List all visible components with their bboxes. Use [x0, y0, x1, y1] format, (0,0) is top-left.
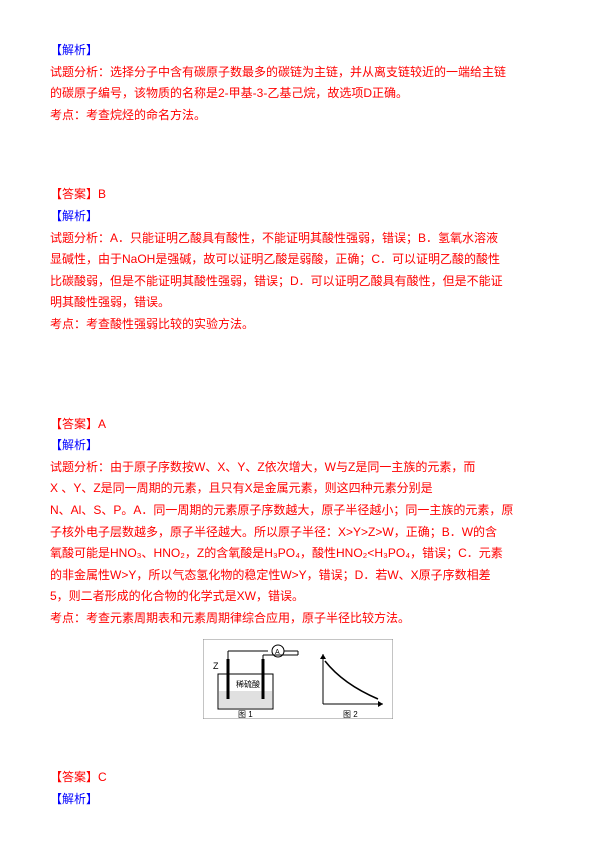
q3-line4: 子核外电子层数越多，原子半径越大。所以原子半径：X>Y>Z>W，正确；B．W的含	[50, 522, 545, 544]
q3-line5: 氧酸可能是HNO₃、HNO₂，Z的含氧酸是H₃PO₄，酸性HNO₂<H₃PO₄，…	[50, 543, 545, 565]
q3-answer: 【答案】A	[50, 414, 545, 436]
q2-line4: 明其酸性强弱，错误。	[50, 292, 545, 314]
q3-line8: 考点：考查元素周期表和元素周期律综合应用，原子半径比较方法。	[50, 608, 545, 630]
q2-line1: 试题分析：A．只能证明乙酸具有酸性，不能证明其酸性强弱，错误；B．氢氧水溶液	[50, 228, 545, 250]
q1-line3: 考点：考查烷烃的命名方法。	[50, 105, 545, 127]
q1-block: 【解析】 试题分析：选择分子中含有碳原子数最多的碳链为主链，并从离支链较近的一端…	[50, 40, 545, 126]
q3-block: 【答案】A 【解析】 试题分析：由于原子序数按W、X、Y、Z依次增大，W与Z是同…	[50, 414, 545, 630]
q1-line1: 试题分析：选择分子中含有碳原子数最多的碳链为主链，并从离支链较近的一端给主链	[50, 62, 545, 84]
analysis-header: 【解析】	[50, 206, 545, 228]
q3-line1: 试题分析：由于原子序数按W、X、Y、Z依次增大，W与Z是同一主族的元素，而	[50, 457, 545, 479]
q4-block: 【答案】C 【解析】	[50, 767, 545, 810]
figure-container: A Z 稀硫酸 图 1 图 2	[50, 639, 545, 727]
q2-line2: 显碱性，由于NaOH是强碱，故可以证明乙酸是弱酸，正确；C．可以证明乙酸的酸性	[50, 249, 545, 271]
q3-line6: 的非金属性W>Y，所以气态氢化物的稳定性W>Y，错误；D．若W、X原子序数相差	[50, 565, 545, 587]
analysis-header: 【解析】	[50, 40, 545, 62]
spacer	[50, 737, 545, 767]
q3-line3: N、Al、S、P。A．同一周期的元素原子序数越大，原子半径越小；同一主族的元素，…	[50, 500, 545, 522]
q1-line2: 的碳原子编号，该物质的名称是2-甲基-3-乙基己烷，故选项D正确。	[50, 83, 545, 105]
q3-line7: 5，则二者形成的化合物的化学式是XW，错误。	[50, 586, 545, 608]
q2-block: 【答案】B 【解析】 试题分析：A．只能证明乙酸具有酸性，不能证明其酸性强弱，错…	[50, 184, 545, 335]
spacer	[50, 134, 545, 184]
q4-answer: 【答案】C	[50, 767, 545, 789]
fig2-label: 图 2	[343, 710, 358, 719]
q2-line3: 比碳酸弱，但是不能证明其酸性强弱，错误；D．可以证明乙酸具有酸性，但是不能证	[50, 271, 545, 293]
q2-answer: 【答案】B	[50, 184, 545, 206]
label-pool: 稀硫酸	[236, 679, 260, 689]
label-z: Z	[213, 661, 219, 671]
circuit-diagram: A Z 稀硫酸 图 1 图 2	[203, 639, 393, 719]
analysis-header: 【解析】	[50, 435, 545, 457]
q2-line5: 考点：考查酸性强弱比较的实验方法。	[50, 314, 545, 336]
q3-line2: X 、Y、Z是同一周期的元素，且只有X是金属元素，则这四种元素分别是	[50, 478, 545, 500]
analysis-header: 【解析】	[50, 789, 545, 811]
fig1-label: 图 1	[238, 710, 253, 719]
spacer	[50, 344, 545, 414]
